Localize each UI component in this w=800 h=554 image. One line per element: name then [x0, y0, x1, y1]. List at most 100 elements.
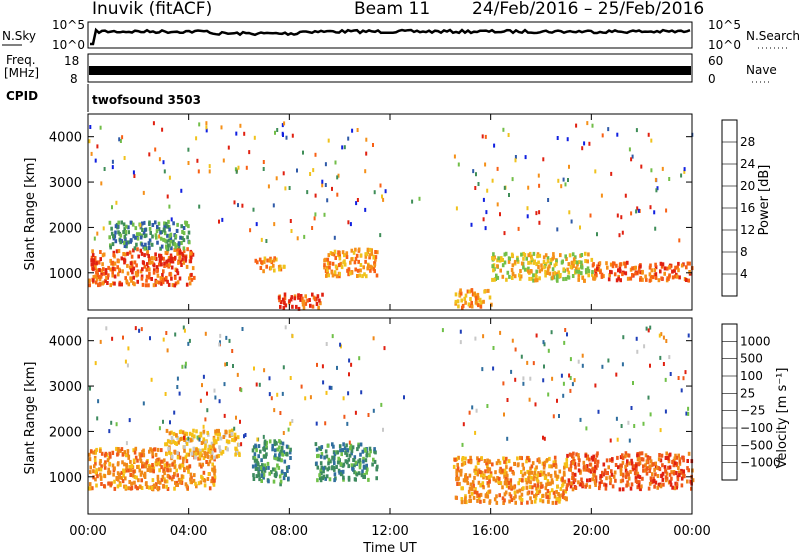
echo-cell — [94, 274, 97, 279]
echo-cell — [516, 257, 519, 262]
echo-cell — [682, 471, 686, 476]
sparse-echo-cell — [322, 380, 325, 385]
echo-cell — [90, 258, 93, 263]
echo-cell — [165, 428, 169, 433]
echo-cell — [618, 487, 622, 492]
echo-cell — [257, 444, 261, 449]
sparse-echo-cell — [142, 401, 145, 406]
echo-cell — [321, 292, 324, 297]
echo-cell — [92, 469, 95, 474]
echo-cell — [158, 256, 162, 261]
echo-cell — [546, 259, 550, 264]
echo-cell — [536, 478, 539, 483]
sparse-echo-cell — [635, 128, 638, 133]
echo-cell — [498, 258, 502, 263]
echo-cell — [498, 493, 501, 498]
sparse-echo-cell — [96, 416, 99, 421]
echo-cell — [504, 251, 508, 256]
echo-cell — [220, 451, 223, 456]
echo-cell — [368, 253, 372, 258]
echo-cell — [652, 462, 655, 467]
echo-cell — [654, 480, 658, 485]
colorbar-tick-label: 8 — [740, 245, 748, 259]
echo-cell — [154, 252, 157, 257]
echo-cell — [103, 474, 107, 479]
echo-cell — [598, 481, 602, 486]
echo-cell — [202, 456, 206, 460]
echo-cell — [647, 486, 651, 491]
echo-cell — [170, 265, 174, 270]
echo-cell — [569, 464, 573, 469]
echo-cell — [551, 500, 555, 505]
echo-cell — [136, 279, 139, 284]
echo-cell — [372, 255, 375, 260]
echo-cell — [182, 246, 186, 251]
echo-cell — [289, 447, 292, 452]
echo-cell — [535, 486, 538, 491]
freq-tick-top: 18 — [64, 54, 79, 68]
echo-cell — [266, 461, 270, 466]
echo-cell — [557, 274, 561, 279]
echo-cell — [268, 471, 271, 476]
sparse-echo-cell — [514, 158, 517, 163]
echo-cell — [183, 433, 186, 438]
echo-cell — [349, 271, 352, 276]
echo-cell — [141, 267, 144, 272]
echo-cell — [326, 265, 329, 270]
echo-cell — [165, 442, 169, 447]
echo-cell — [350, 451, 353, 456]
echo-cell — [278, 445, 281, 450]
echo-cell — [98, 282, 102, 287]
echo-cell — [183, 445, 186, 449]
echo-cell — [678, 473, 681, 478]
echo-cell — [635, 463, 638, 468]
echo-cell — [542, 465, 546, 470]
echo-cell — [550, 478, 554, 483]
sparse-echo-cell — [248, 150, 251, 155]
echo-cell — [337, 456, 340, 461]
echo-cell — [177, 440, 180, 445]
echo-cell — [366, 467, 369, 472]
echo-cell — [107, 265, 110, 270]
sparse-echo-cell — [124, 359, 127, 364]
sparse-echo-cell — [492, 346, 495, 350]
echo-cell — [479, 304, 483, 309]
echo-cell — [565, 464, 569, 469]
echo-cell — [350, 270, 354, 275]
echo-cell — [329, 459, 332, 464]
echo-cell — [673, 486, 677, 491]
echo-cell — [331, 252, 334, 256]
sparse-echo-cell — [542, 435, 544, 440]
echo-cell — [571, 274, 575, 278]
echo-cell — [357, 471, 361, 476]
sparse-echo-cell — [99, 125, 102, 130]
nsearch-tick-bottom: 10^0 — [708, 38, 741, 52]
echo-cell — [206, 430, 209, 435]
sparse-echo-cell — [351, 128, 354, 133]
echo-cell — [581, 482, 585, 487]
echo-cell — [191, 433, 194, 437]
echo-cell — [499, 268, 502, 273]
echo-cell — [139, 248, 143, 253]
echo-cell — [188, 281, 192, 286]
echo-cell — [112, 250, 116, 255]
echo-cell — [677, 453, 680, 458]
echo-cell — [517, 481, 520, 486]
echo-cell — [658, 467, 662, 472]
echo-cell — [541, 499, 545, 504]
sparse-echo-cell — [197, 169, 200, 174]
sparse-echo-cell — [373, 190, 376, 195]
echo-cell — [477, 496, 481, 501]
echo-cell — [299, 297, 302, 302]
echo-cell — [363, 272, 366, 277]
echo-cell — [189, 251, 192, 256]
echo-cell — [164, 238, 167, 243]
echo-cell — [546, 489, 550, 493]
echo-cell — [605, 471, 608, 476]
echo-cell — [493, 497, 497, 502]
echo-cell — [101, 262, 104, 267]
colorbar-tick-label: 4 — [740, 267, 748, 281]
echo-cell — [367, 263, 370, 268]
echo-cell — [491, 256, 494, 260]
echo-cell — [237, 451, 241, 456]
